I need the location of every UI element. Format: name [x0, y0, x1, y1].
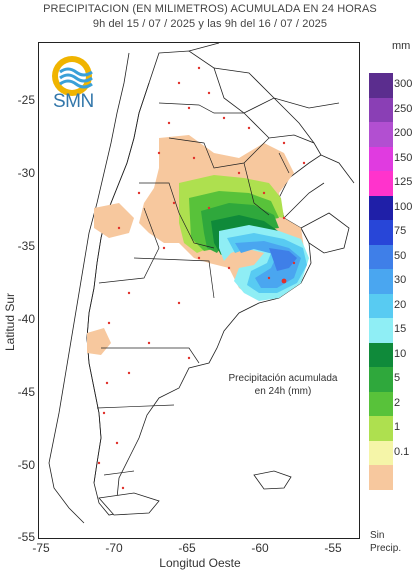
x-tick-label: -70 [105, 541, 123, 555]
legend-color-box [369, 146, 393, 171]
y-axis-label: Latitud Sur [3, 292, 17, 352]
no-precip-line1: Sin [370, 530, 385, 541]
legend-color-box [369, 244, 393, 269]
legend-color-box [369, 171, 393, 196]
uruguay-outline [300, 212, 350, 254]
country-borders [48, 43, 355, 524]
y-tick-label: -30 [17, 166, 35, 180]
malvinas-islands [253, 470, 292, 490]
legend-label: 0.1 [394, 445, 410, 458]
y-tick-label: -35 [17, 239, 35, 253]
northern-borders [188, 43, 355, 219]
legend-color-box [369, 220, 393, 245]
x-axis-label: Longitud Oeste [159, 556, 241, 570]
legend-color-box [369, 293, 393, 318]
map-annotation: Precipitación acumulada en 24h (mm) [208, 372, 358, 398]
province-borders [96, 102, 290, 476]
precip-50 [269, 248, 297, 271]
y-tick-label: -55 [17, 530, 35, 544]
legend-label: 300 [394, 78, 413, 90]
x-tick-label: -60 [251, 541, 269, 555]
x-tick-label: -75 [32, 541, 50, 555]
precip-0-1-west [94, 203, 134, 238]
legend-color-box [369, 97, 393, 122]
legend-label: 100 [394, 200, 413, 213]
chile-border [86, 82, 150, 484]
legend-color-box [369, 391, 393, 416]
legend-label: 20 [394, 298, 407, 311]
legend-color-box [369, 73, 393, 98]
legend-label: 1 [394, 421, 401, 433]
smn-logo-icon [52, 56, 93, 96]
legend-label: 2 [394, 396, 401, 409]
legend-label: 15 [394, 323, 407, 335]
precipitation-fields [87, 135, 309, 355]
station-dots [97, 66, 306, 490]
legend-label: 75 [394, 225, 407, 237]
annotation-line2: en 24h (mm) [254, 386, 312, 397]
argentina-map [48, 43, 355, 524]
legend-color-box [369, 367, 393, 392]
legend-label: 10 [394, 347, 407, 360]
legend-color-box [369, 440, 393, 465]
legend-color-box [369, 122, 393, 147]
legend-color-box [369, 465, 393, 490]
legend-color-box [369, 318, 393, 343]
legend-color-box [369, 195, 393, 220]
legend-label: 250 [394, 102, 413, 115]
map-title: PRECIPITACION (EN MILIMETROS) ACUMULADA … [43, 3, 377, 15]
legend-color-box [369, 269, 393, 294]
y-tick-label: -45 [17, 385, 35, 399]
map-frame [38, 42, 360, 539]
legend-label: 125 [394, 176, 413, 188]
legend-color-box [369, 342, 393, 367]
y-tick-label: -40 [17, 312, 35, 326]
legend-label: 50 [394, 249, 407, 262]
tierra-del-fuego [98, 492, 160, 516]
legend-label: 200 [394, 127, 413, 139]
map-subtitle: 9h del 15 / 07 / 2025 y las 9h del 16 / … [92, 18, 328, 30]
y-tick-label: -50 [17, 458, 35, 472]
legend-color-box [369, 416, 393, 441]
legend-label: 30 [394, 274, 407, 286]
legend-label: 150 [394, 151, 413, 164]
legend-no-precip: Sin Precip. [370, 529, 401, 555]
smn-logo-text: SMN [53, 91, 94, 112]
legend-unit: mm [392, 40, 411, 52]
no-precip-line2: Precip. [370, 543, 402, 554]
x-tick-label: -55 [324, 541, 342, 555]
x-tick-label: -65 [178, 541, 196, 555]
annotation-line1: Precipitación acumulada [228, 373, 338, 384]
legend-label: 5 [394, 372, 401, 384]
chile-coast [48, 52, 130, 524]
y-tick-label: -25 [17, 93, 35, 107]
